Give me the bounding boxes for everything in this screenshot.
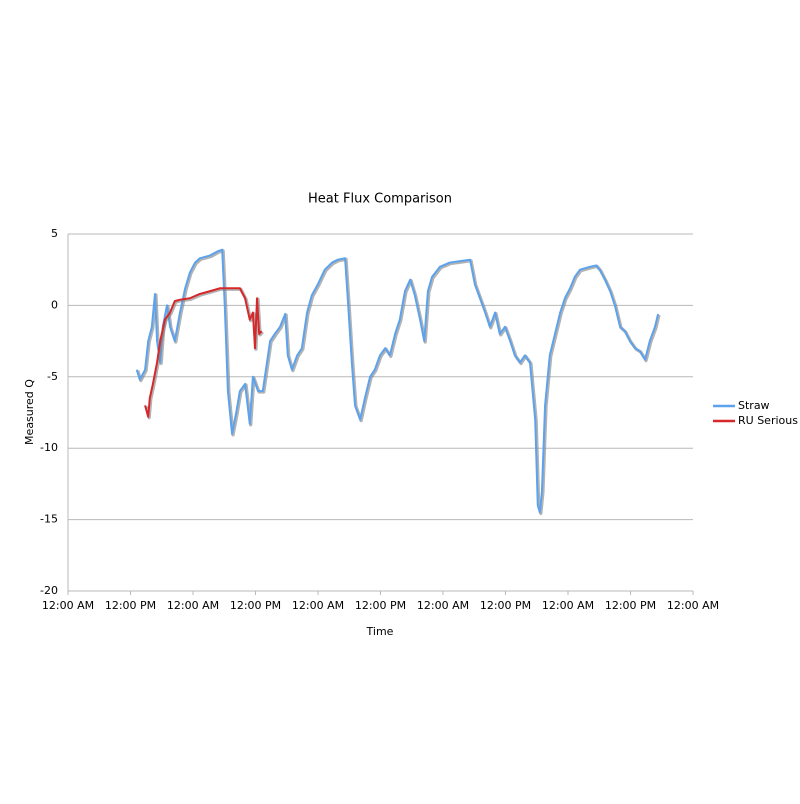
legend-label: Straw [738,399,770,412]
x-tick-label: 12:00 AM [667,599,719,612]
series-line [135,248,660,514]
x-tick-label: 12:00 AM [542,599,594,612]
x-tick-label: 12:00 PM [355,599,406,612]
x-tick-label: 12:00 AM [42,599,94,612]
x-tick-label: 12:00 AM [292,599,344,612]
y-tick-label: -20 [40,584,58,597]
y-tick-label: -15 [40,513,58,526]
y-tick-label: 0 [51,298,58,311]
y-axis-label: Measured Q [23,379,36,445]
x-tick-label: 12:00 PM [230,599,281,612]
chart-title: Heat Flux Comparison [308,192,452,207]
y-tick-label: 5 [51,227,58,240]
series-shadow [144,287,264,420]
x-tick-label: 12:00 AM [167,599,219,612]
x-tick-label: 12:00 PM [105,599,156,612]
legend-label: RU Serious [738,414,798,427]
y-tick-label: -10 [40,441,58,454]
series-shadow [136,249,661,516]
x-axis-label: Time [366,625,394,638]
x-tick-label: 12:00 PM [480,599,531,612]
x-tick-label: 12:00 PM [605,599,656,612]
y-tick-label: -5 [47,370,58,383]
series-line [144,287,263,418]
x-tick-label: 12:00 AM [417,599,469,612]
